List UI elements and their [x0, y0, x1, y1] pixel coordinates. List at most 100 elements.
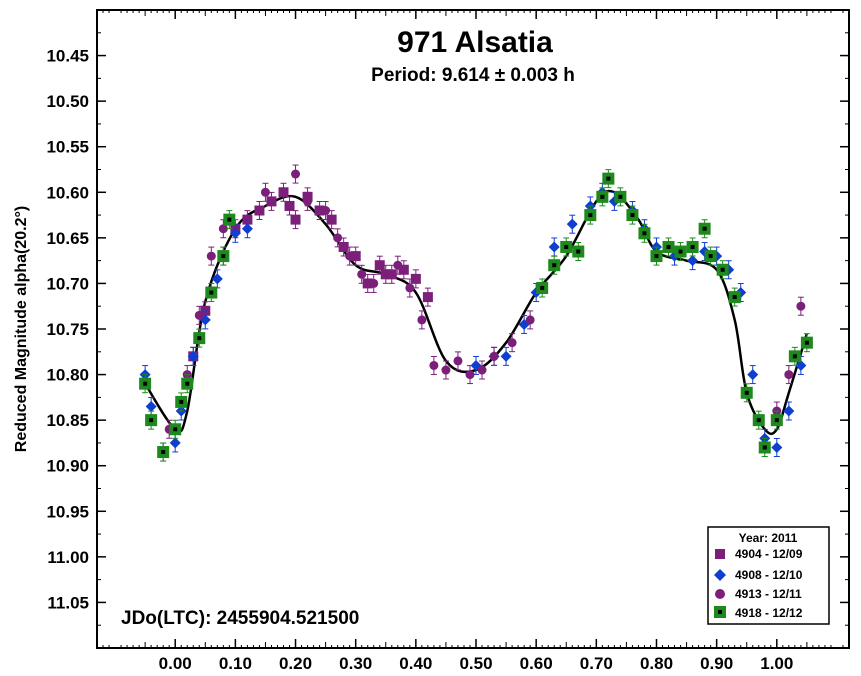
x-axis: 0.00 0.10 0.20 0.30 0.40 0.50 0.60 0.70 0.80 0.90…: [102, 10, 844, 673]
data-point: [211, 269, 223, 289]
marker-diamond: [548, 241, 560, 253]
marker-core: [149, 418, 154, 423]
marker-circle: [465, 370, 475, 380]
marker-core: [606, 176, 611, 181]
marker-core: [744, 390, 749, 395]
data-point: [800, 333, 813, 353]
data-point: [254, 201, 265, 221]
data-point: [784, 365, 794, 385]
legend-marker-4913: [715, 589, 725, 599]
marker-core: [666, 244, 671, 249]
data-point: [139, 374, 152, 394]
data-point: [205, 283, 218, 303]
marker-square: [380, 269, 391, 280]
data-point: [626, 205, 639, 225]
data-point: [747, 365, 759, 385]
data-point: [548, 237, 560, 257]
marker-circle: [417, 315, 427, 325]
marker-circle: [405, 283, 415, 293]
data-point: [157, 442, 170, 462]
marker-circle: [477, 365, 487, 375]
marker-diamond: [211, 273, 223, 285]
marker-core: [179, 399, 184, 404]
data-point: [560, 237, 573, 257]
marker-core: [678, 249, 683, 254]
x-tick-label: 0.00: [159, 654, 192, 673]
marker-core: [630, 213, 635, 218]
data-point: [398, 260, 409, 280]
data-point: [290, 210, 301, 230]
marker-circle: [357, 269, 367, 279]
data-point: [321, 201, 331, 221]
data-point: [241, 219, 253, 239]
data-point: [674, 242, 687, 262]
y-tick-label: 10.80: [46, 366, 89, 385]
data-point: [638, 223, 651, 243]
data-point: [405, 278, 415, 298]
marker-diamond: [169, 437, 181, 449]
marker-diamond: [187, 350, 199, 362]
x-tick-label: 0.60: [520, 654, 553, 673]
marker-core: [654, 254, 659, 259]
marker-core: [762, 445, 767, 450]
marker-core: [600, 194, 605, 199]
marker-square: [266, 196, 277, 207]
marker-square: [284, 200, 295, 211]
data-point: [223, 210, 236, 230]
marker-square: [314, 205, 325, 216]
data-point: [333, 228, 343, 248]
marker-core: [792, 354, 797, 359]
data-point: [453, 351, 463, 371]
marker-core: [732, 295, 737, 300]
marker-circle: [260, 187, 270, 197]
marker-core: [720, 267, 725, 272]
marker-core: [690, 244, 695, 249]
data-point: [662, 237, 675, 257]
marker-circle: [333, 233, 343, 243]
data-point: [357, 264, 367, 284]
data-point: [686, 237, 699, 257]
marker-circle: [525, 315, 535, 325]
marker-circle: [429, 360, 439, 370]
marker-circle: [784, 370, 794, 380]
data-point: [783, 401, 795, 421]
marker-square: [326, 214, 337, 225]
marker-core: [552, 263, 557, 268]
legend-entry-4904: 4904 - 12/09: [735, 547, 803, 561]
data-point: [758, 437, 771, 457]
data-point: [429, 355, 439, 375]
data-point: [193, 328, 206, 348]
data-point: [650, 246, 663, 266]
marker-square: [410, 273, 421, 284]
data-point: [187, 346, 199, 366]
marker-core: [708, 254, 713, 259]
marker-diamond: [566, 218, 578, 230]
y-tick-label: 11.00: [47, 548, 89, 567]
marker-square: [362, 278, 373, 289]
marker-circle: [321, 206, 331, 216]
marker-square: [338, 241, 349, 252]
data-point: [380, 264, 391, 284]
data-point: [566, 214, 578, 234]
marker-diamond: [795, 359, 807, 371]
data-point: [206, 246, 216, 266]
y-tick-label: 10.60: [46, 183, 89, 202]
marker-square: [422, 292, 433, 303]
marker-square: [350, 251, 361, 262]
data-point: [284, 196, 295, 216]
marker-circle: [489, 351, 499, 361]
marker-diamond: [747, 369, 759, 381]
data-point: [716, 260, 729, 280]
marker-circle: [345, 251, 355, 261]
data-point: [441, 360, 451, 380]
data-point: [500, 346, 512, 366]
marker-core: [774, 418, 779, 423]
data-point: [217, 246, 230, 266]
marker-circle: [453, 356, 463, 366]
x-tick-label: 0.90: [700, 654, 733, 673]
marker-core: [197, 336, 202, 341]
marker-diamond: [771, 441, 783, 453]
marker-circle: [291, 169, 301, 179]
marker-core: [173, 427, 178, 432]
